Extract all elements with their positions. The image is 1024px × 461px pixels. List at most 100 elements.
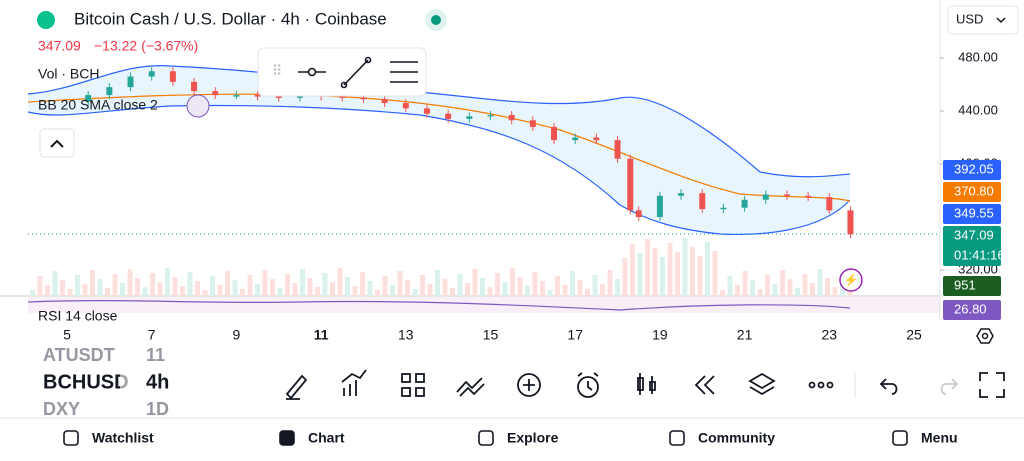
volume-bar (705, 242, 710, 296)
volume-bar (615, 279, 620, 296)
nav-icon (279, 430, 295, 446)
price-label-bg (943, 300, 1001, 320)
volume-bar (105, 288, 110, 296)
volume-bar (390, 285, 395, 296)
x-tick-label: 23 (822, 327, 838, 343)
volume-bar (442, 279, 448, 296)
volume-bar (517, 277, 523, 296)
volume-bar (360, 272, 365, 296)
volume-bar (555, 276, 560, 296)
volume-bar (427, 284, 433, 296)
x-tick-label: 21 (737, 327, 753, 343)
volume-bar (375, 290, 380, 296)
drag-handle[interactable]: ⠿ (272, 63, 282, 79)
volume-bar (82, 284, 88, 296)
volume-bar (652, 248, 658, 296)
currency-select[interactable] (947, 5, 1019, 35)
candle-body (783, 194, 790, 196)
volume-bar (187, 272, 193, 296)
currency: USD (956, 11, 983, 26)
candle-body (169, 71, 176, 82)
price-labels: 392.05 370.80 349.55 347.09 01:41:16 951 26.80 (943, 160, 1005, 320)
loading-icon[interactable] (186, 94, 210, 118)
y-tick-label: 480.00 (958, 49, 998, 64)
volume-bar (780, 270, 785, 296)
candle-body (678, 193, 685, 196)
candle-body (741, 199, 748, 208)
symbol-list[interactable]: ATUSDT 11 BCHUSD 4h DXY 1D (43, 344, 169, 420)
volume-bar (225, 271, 230, 296)
x-tick-label: 15 (483, 327, 499, 343)
nav-item[interactable]: Menu (921, 430, 958, 446)
candle-body (656, 195, 663, 217)
volume-bar (832, 287, 838, 296)
volume-bar (37, 276, 43, 296)
rsi-line (27, 300, 851, 311)
volume-bar (682, 238, 688, 296)
volume-bar (277, 288, 283, 296)
volume-bar (457, 274, 463, 296)
symbol-name[interactable]: BCHUSD (43, 371, 129, 393)
volume-bar (315, 287, 320, 296)
volume-bar (232, 280, 238, 296)
volume-bar (337, 268, 343, 296)
candle-body (127, 76, 134, 88)
candle-body (487, 114, 494, 117)
volume-bar (660, 257, 665, 296)
volume-bar (772, 284, 778, 296)
symbol-interval[interactable]: 4h (146, 371, 169, 393)
volume-bar (690, 247, 695, 296)
nav-icon (892, 430, 908, 446)
bottom-nav: Watchlist Chart Explore Community Menu (63, 430, 958, 446)
volume-bar (67, 289, 73, 296)
nav-item[interactable]: Chart (308, 430, 345, 446)
x-tick-label: 11 (314, 327, 329, 343)
nav-item[interactable]: Explore (507, 430, 559, 446)
price-label-bg (943, 182, 1001, 202)
nav-item[interactable]: Watchlist (92, 430, 154, 446)
alert-icon[interactable] (839, 268, 863, 292)
volume-bar (292, 283, 298, 296)
volume-bar (405, 280, 410, 296)
volume-bar (150, 273, 155, 296)
volume-bar (810, 283, 815, 296)
candle-body (551, 126, 558, 141)
settings-icon[interactable] (976, 328, 994, 344)
volume-bar (607, 270, 613, 296)
last-price: 347.09 (38, 38, 81, 54)
symbol-interval[interactable]: 1D (146, 399, 169, 419)
volume-bar (75, 275, 80, 296)
volume-bar (510, 268, 515, 296)
symbol-name[interactable]: DXY (43, 399, 80, 419)
candle-body (148, 71, 155, 77)
candle-body (445, 113, 452, 119)
volume-bar (750, 280, 755, 296)
volume-bar (127, 269, 133, 296)
volume-bar (142, 287, 148, 296)
candle-body (339, 96, 346, 98)
volume-bar (90, 270, 95, 296)
volume-bar (525, 286, 530, 296)
candle-body (275, 96, 282, 98)
volume-bar (255, 284, 260, 296)
volume-bar (60, 280, 65, 296)
settings-dot (981, 332, 989, 340)
volume-bar (262, 270, 268, 296)
volume-bar (720, 290, 725, 296)
candle-body (572, 137, 579, 141)
symbol-interval[interactable]: 11 (146, 345, 165, 365)
volume-bar (300, 269, 305, 296)
volume-bar (480, 278, 485, 296)
symbol-name[interactable]: ATUSDT (43, 345, 115, 365)
collapse-button[interactable] (39, 128, 75, 158)
nav-item[interactable]: Community (698, 430, 775, 446)
volume-bar (495, 273, 500, 296)
candle-body (360, 97, 367, 100)
x-tick-label: 7 (148, 327, 156, 343)
volume-bar (210, 276, 215, 296)
volume-bar (30, 290, 35, 296)
volume-bar (742, 271, 748, 296)
candle-body (466, 116, 473, 119)
volume-bar (202, 290, 208, 296)
redo-disabled (940, 378, 959, 395)
